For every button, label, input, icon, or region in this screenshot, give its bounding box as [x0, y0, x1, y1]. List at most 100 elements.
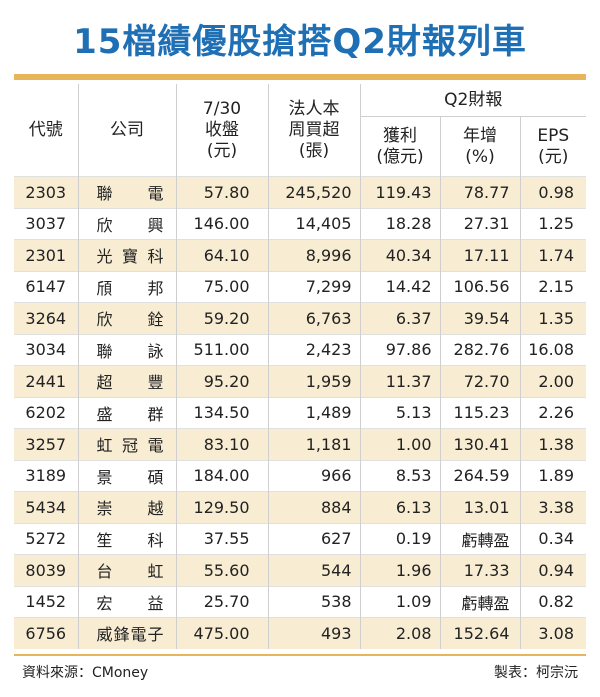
- cell-profit: 97.86: [359, 333, 440, 366]
- cell-code: 3257: [14, 428, 78, 460]
- cell-yoy: 72.70: [439, 365, 520, 397]
- table-row: 5272 笙科 37.55 627 0.19 虧轉盈 0.34: [14, 522, 587, 555]
- header-inst-line1: 法人本: [288, 98, 340, 119]
- table-row: 2441 超豐 95.20 1,959 11.37 72.70 2.00: [14, 365, 587, 397]
- cell-company: 光寶科: [77, 239, 176, 271]
- cell-code: 2441: [14, 365, 78, 397]
- header-yoy-line1: 年增: [463, 125, 497, 146]
- cell-inst-buy: 544: [267, 554, 360, 586]
- cell-eps: 1.35: [519, 302, 587, 334]
- cell-profit: 119.43: [359, 176, 440, 208]
- cell-code: 3037: [14, 207, 78, 240]
- table-row: 8039 台虹 55.60 544 1.96 17.33 0.94: [14, 554, 587, 586]
- header-eps-line2: (元): [538, 146, 569, 167]
- cell-inst-buy: 966: [267, 459, 360, 492]
- cell-price: 37.55: [175, 522, 268, 555]
- header-code: 代號: [28, 119, 63, 140]
- header-price-line1: 7/30: [202, 98, 242, 119]
- cell-code: 1452: [14, 585, 78, 618]
- cell-inst-buy: 1,489: [267, 396, 360, 429]
- cell-code: 2303: [14, 176, 78, 208]
- table-row: 6147 頎邦 75.00 7,299 14.42 106.56 2.15: [14, 270, 587, 303]
- cell-inst-buy: 538: [267, 585, 360, 618]
- cell-profit: 40.34: [359, 239, 440, 271]
- cell-company: 笙科: [77, 522, 176, 555]
- page-title: 15檔績優股搶搭Q2財報列車: [73, 22, 527, 62]
- cell-price: 511.00: [175, 333, 268, 366]
- table-row: 3264 欣銓 59.20 6,763 6.37 39.54 1.35: [14, 302, 587, 334]
- cell-eps: 1.25: [519, 207, 587, 240]
- cell-code: 6756: [14, 617, 78, 649]
- cell-price: 83.10: [175, 428, 268, 460]
- header-profit-line1: 獲利: [383, 125, 417, 146]
- cell-price: 146.00: [175, 207, 268, 240]
- table-body: 2303 聯電 57.80 245,520 119.43 78.77 0.98 3037 欣興 1…: [14, 176, 587, 649]
- cell-company: 宏益: [77, 585, 176, 618]
- cell-company: 虹冠電: [77, 428, 176, 460]
- cell-inst-buy: 2,423: [267, 333, 360, 366]
- header-profit-line2: (億元): [376, 146, 424, 167]
- cell-inst-buy: 1,959: [267, 365, 360, 397]
- cell-profit: 2.08: [359, 617, 440, 649]
- cell-price: 129.50: [175, 491, 268, 523]
- header-price-line2: 收盤: [205, 119, 239, 140]
- cell-inst-buy: 1,181: [267, 428, 360, 460]
- cell-company: 欣銓: [77, 302, 176, 334]
- table-row: 6756 威鋒電子 475.00 493 2.08 152.64 3.08: [14, 617, 587, 649]
- cell-code: 8039: [14, 554, 78, 586]
- cell-eps: 3.08: [519, 617, 587, 649]
- source-note: 資料來源：CMoney: [22, 665, 149, 681]
- cell-price: 184.00: [175, 459, 268, 492]
- cell-price: 475.00: [175, 617, 268, 649]
- cell-profit: 11.37: [359, 365, 440, 397]
- cell-code: 6202: [14, 396, 78, 429]
- header-price-line3: (元): [206, 140, 238, 161]
- cell-code: 2301: [14, 239, 78, 271]
- cell-code: 6147: [14, 270, 78, 303]
- cell-yoy: 152.64: [439, 617, 520, 649]
- table-row: 2303 聯電 57.80 245,520 119.43 78.77 0.98: [14, 176, 587, 208]
- cell-inst-buy: 493: [267, 617, 360, 649]
- header-eps-line1: EPS: [537, 125, 570, 146]
- cell-yoy: 130.41: [439, 428, 520, 460]
- cell-profit: 5.13: [359, 396, 440, 429]
- cell-eps: 16.08: [519, 333, 587, 366]
- cell-profit: 0.19: [359, 522, 440, 555]
- cell-price: 59.20: [175, 302, 268, 334]
- cell-company: 景碩: [77, 459, 176, 492]
- cell-code: 5434: [14, 491, 78, 523]
- cell-yoy: 27.31: [439, 207, 520, 240]
- cell-code: 3264: [14, 302, 78, 334]
- title-divider: [14, 74, 586, 80]
- table-row: 5434 崇越 129.50 884 6.13 13.01 3.38: [14, 491, 587, 523]
- cell-eps: 2.15: [519, 270, 587, 303]
- cell-inst-buy: 245,520: [267, 176, 360, 208]
- cell-inst-buy: 14,405: [267, 207, 360, 240]
- cell-profit: 1.09: [359, 585, 440, 618]
- cell-yoy: 282.76: [439, 333, 520, 366]
- cell-company: 聯詠: [77, 333, 176, 366]
- cell-company: 威鋒電子: [77, 617, 176, 649]
- header-eps: EPS (元): [519, 116, 587, 177]
- cell-eps: 1.74: [519, 239, 587, 271]
- cell-eps: 0.94: [519, 554, 587, 586]
- cell-eps: 2.26: [519, 396, 587, 429]
- header-company: 公司: [77, 84, 176, 177]
- cell-inst-buy: 627: [267, 522, 360, 555]
- cell-code: 5272: [14, 522, 78, 555]
- cell-price: 134.50: [175, 396, 268, 429]
- cell-yoy: 17.11: [439, 239, 520, 271]
- cell-company: 盛群: [77, 396, 176, 429]
- cell-profit: 1.00: [359, 428, 440, 460]
- header-inst-line2: 周買超: [288, 119, 340, 140]
- table-row: 1452 宏益 25.70 538 1.09 虧轉盈 0.82: [14, 585, 587, 618]
- table-row: 3037 欣興 146.00 14,405 18.28 27.31 1.25: [14, 207, 587, 240]
- cell-profit: 6.13: [359, 491, 440, 523]
- cell-profit: 8.53: [359, 459, 440, 492]
- cell-profit: 1.96: [359, 554, 440, 586]
- header-yoy-line2: (%): [465, 146, 495, 167]
- header-price: 7/30 收盤 (元): [175, 84, 268, 177]
- cell-yoy: 虧轉盈: [439, 522, 520, 555]
- cell-code: 3034: [14, 333, 78, 366]
- cell-eps: 0.34: [519, 522, 587, 555]
